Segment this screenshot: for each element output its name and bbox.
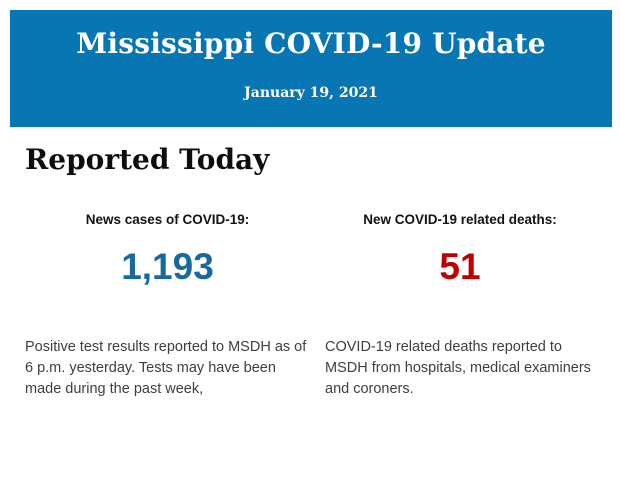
new-deaths-description: COVID-19 related deaths reported to MSDH…: [325, 339, 591, 398]
new-cases-label: News cases of COVID-19:: [85, 212, 250, 228]
new-cases-value: 1,193: [121, 246, 214, 288]
section-heading: Reported Today: [25, 143, 270, 176]
new-deaths-label: New COVID-19 related deaths:: [363, 212, 557, 228]
stat-new-cases: News cases of COVID-19: 1,193 Positive t…: [25, 212, 310, 400]
report-date: January 19, 2021: [244, 85, 378, 101]
stat-new-deaths: New COVID-19 related deaths: 51 COVID-19…: [325, 212, 595, 400]
stats-row: News cases of COVID-19: 1,193 Positive t…: [0, 212, 620, 400]
new-deaths-value: 51: [439, 246, 481, 288]
new-cases-description: Positive test results reported to MSDH a…: [25, 339, 307, 398]
header-banner: Mississippi COVID-19 Update January 19, …: [10, 10, 612, 127]
page-title: Mississippi COVID-19 Update: [76, 27, 546, 60]
